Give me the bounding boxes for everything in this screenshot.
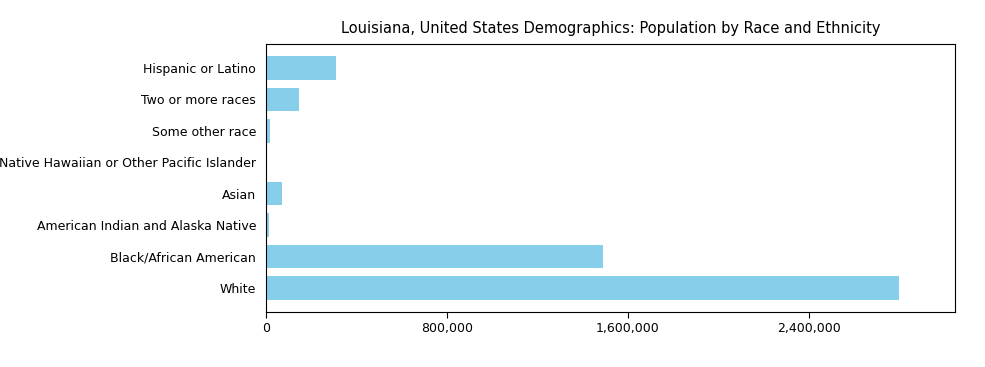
- Title: Louisiana, United States Demographics: Population by Race and Ethnicity: Louisiana, United States Demographics: P…: [341, 21, 881, 36]
- Bar: [266, 182, 283, 206]
- Bar: [266, 56, 336, 80]
- Bar: [266, 88, 299, 111]
- Bar: [266, 119, 271, 143]
- Bar: [266, 276, 899, 300]
- Bar: [266, 213, 269, 237]
- Bar: [266, 245, 603, 268]
